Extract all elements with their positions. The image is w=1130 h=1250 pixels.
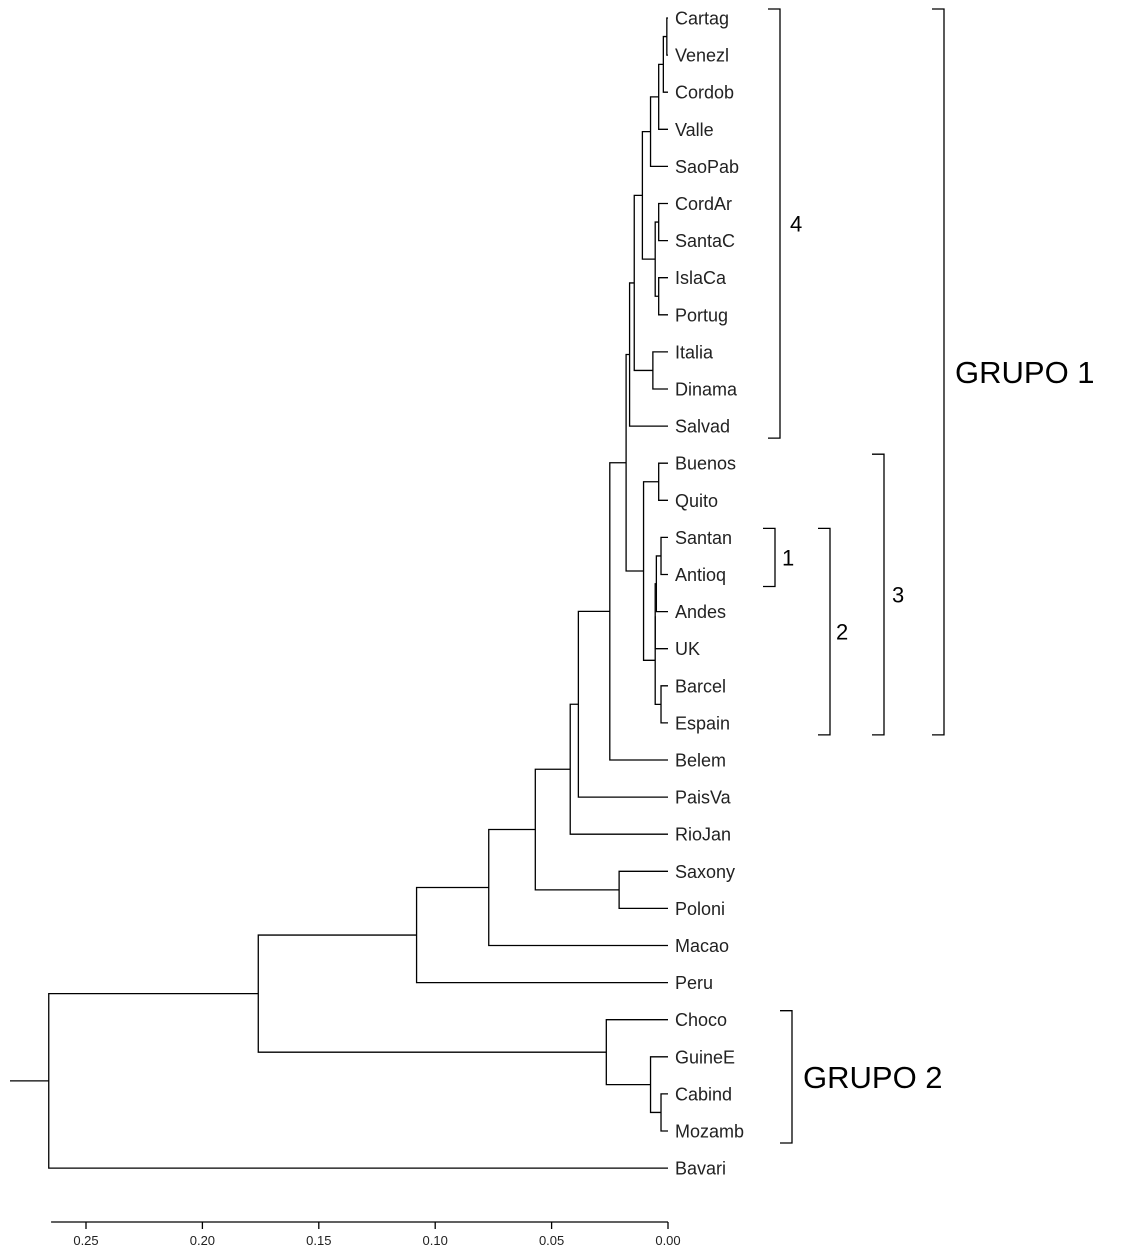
dendrogram-link — [654, 583, 668, 650]
dendrogram-link — [660, 536, 668, 576]
cluster-label: 2 — [836, 620, 848, 645]
leaf-label: SaoPab — [675, 157, 739, 177]
cluster-bracket — [763, 527, 776, 588]
leaf-label: Venezl — [675, 46, 729, 66]
cluster-label: 3 — [892, 582, 904, 607]
cluster-bracket — [780, 1010, 793, 1144]
cluster-label: 1 — [782, 545, 794, 570]
dendrogram-link — [658, 202, 668, 242]
dendrogram-link — [649, 1056, 668, 1114]
leaf-label: RioJan — [675, 825, 731, 845]
dendrogram-link — [618, 870, 668, 910]
x-tick-label: 0.15 — [306, 1233, 331, 1248]
x-tick-label: 0.05 — [539, 1233, 564, 1248]
leaf-label: Poloni — [675, 899, 725, 919]
dendrogram-link — [257, 934, 607, 1053]
dendrogram-link — [660, 1093, 668, 1132]
dendrogram-link — [569, 703, 668, 835]
dendrogram-link — [625, 353, 644, 572]
leaf-label: Espain — [675, 713, 730, 733]
leaf-label: Cabind — [675, 1084, 732, 1104]
x-tick-label: 0.10 — [423, 1233, 448, 1248]
dendrogram-link — [655, 555, 668, 613]
leaf-label: Portug — [675, 305, 728, 325]
dendrogram-link — [633, 194, 653, 372]
leaf-label: Belem — [675, 751, 726, 771]
dendrogram-link — [534, 768, 620, 891]
leaf-label: Quito — [675, 491, 718, 511]
dendrogram-link — [605, 1019, 668, 1086]
leaf-label: Santan — [675, 528, 732, 548]
leaf-label: SantaC — [675, 231, 735, 251]
leaf-label: Choco — [675, 1010, 727, 1030]
cluster-bracket — [768, 8, 781, 439]
dendrogram-link — [48, 992, 668, 1169]
dendrogram-branches — [10, 17, 668, 1169]
leaf-label: GuineE — [675, 1047, 735, 1067]
leaf-label: Barcel — [675, 676, 726, 696]
cluster-label: 4 — [790, 211, 802, 236]
cluster-brackets: 4 1 2 3 GRUPO 1 GRUPO 2 — [763, 8, 1095, 1144]
leaf-label: Cordob — [675, 83, 734, 103]
dendrogram-link — [666, 17, 668, 56]
leaf-label: Buenos — [675, 454, 736, 474]
leaf-label: UK — [675, 639, 700, 659]
dendrogram-link — [658, 277, 668, 316]
dendrogram-link — [415, 886, 668, 984]
dendrogram-link — [658, 462, 668, 501]
cluster-bracket — [872, 453, 885, 736]
leaf-labels: Cartag Venezl Cordob Valle SaoPab CordAr Santa… — [675, 9, 744, 1179]
leaf-label: Saxony — [675, 862, 735, 882]
x-tick-label: 0.25 — [73, 1233, 98, 1248]
x-axis: 0.25 0.20 0.15 0.10 0.05 0.00 — [51, 1221, 681, 1248]
dendrogram-link — [652, 351, 668, 390]
x-tick-label: 0.20 — [190, 1233, 215, 1248]
dendrogram-link — [641, 130, 656, 260]
dendrogram-link — [654, 616, 662, 705]
leaf-label: Macao — [675, 936, 729, 956]
leaf-label: Cartag — [675, 9, 729, 29]
cluster-bracket — [932, 8, 945, 736]
cluster-label: GRUPO 1 — [955, 355, 1095, 390]
leaf-label: Italia — [675, 342, 714, 362]
leaf-label: PaisVa — [675, 788, 732, 808]
cluster-label: GRUPO 2 — [803, 1060, 943, 1095]
leaf-label: Salvad — [675, 417, 730, 437]
leaf-label: Peru — [675, 973, 713, 993]
leaf-label: Mozamb — [675, 1122, 744, 1142]
dendrogram-link — [660, 685, 668, 724]
dendrogram-link — [488, 828, 668, 947]
leaf-label: Andes — [675, 602, 726, 622]
dendrogram-link — [628, 282, 668, 427]
cluster-bracket — [818, 527, 831, 736]
leaf-label: Bavari — [675, 1159, 726, 1179]
leaf-label: Antioq — [675, 565, 726, 585]
leaf-label: IslaCa — [675, 268, 727, 288]
leaf-label: Valle — [675, 120, 714, 140]
leaf-label: CordAr — [675, 194, 732, 214]
x-tick-label: 0.00 — [655, 1233, 680, 1248]
leaf-label: Dinama — [675, 380, 738, 400]
